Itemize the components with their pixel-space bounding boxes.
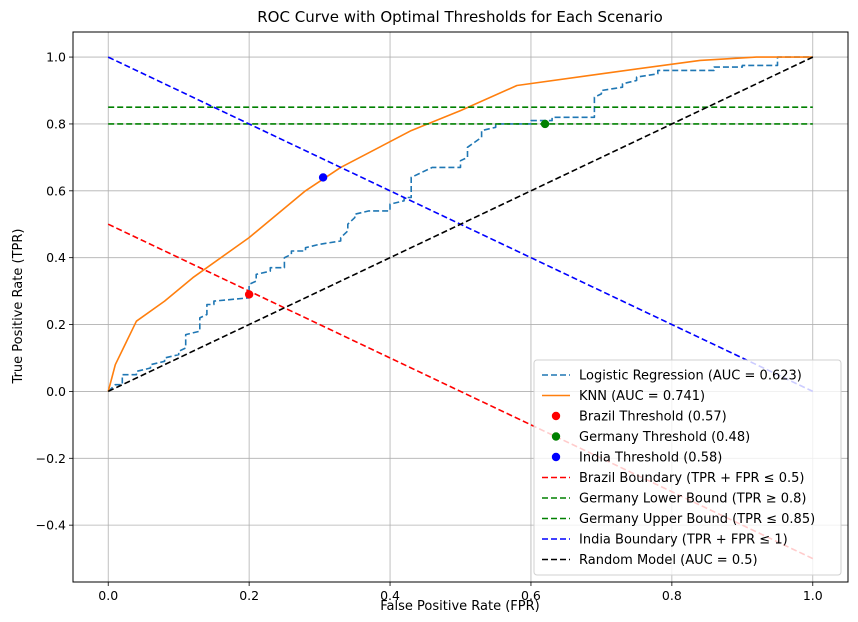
plot-frame [72,31,849,583]
chart-title: ROC Curve with Optimal Thresholds for Ea… [257,8,663,26]
legend-swatch-germany-threshold-0-48 [551,432,561,441]
x-tick-label: 1.0 [803,588,823,603]
x-tick-label: 0.4 [380,588,400,603]
y-axis-label: True Positive Rate (TPR) [11,229,26,385]
point-india-threshold-0-58 [318,173,328,182]
y-tick-label: −0.2 [36,451,66,466]
x-tick-label: 0.6 [521,588,541,603]
legend-label: Brazil Threshold (0.57) [579,410,727,425]
legend-swatch-india-threshold-0-58 [551,452,561,462]
y-tick-label: 1.0 [46,50,66,65]
y-tick-label: 0.4 [46,250,66,265]
legend-swatch-brazil-threshold-0-57 [551,411,561,421]
legend-label: Logistic Regression (AUC = 0.623) [579,369,802,384]
series-line-logistic-regression-auc-0-623 [107,56,813,392]
legend-label: Germany Threshold (0.48) [579,430,750,445]
legend-label: Germany Lower Bound (TPR ≥ 0.8) [579,492,806,507]
legend-label: Germany Upper Bound (TPR ≤ 0.85) [579,512,815,527]
series-line-random-model-auc-0-5 [107,56,814,393]
legend-label: KNN (AUC = 0.741) [579,389,705,404]
legend-box [533,359,842,576]
x-axis-label: False Positive Rate (FPR) [380,599,539,614]
axis-ticks: 0.0 0.2 0.4 0.6 0.8 1.0 −0.4 −0.2 0.0 0.2 0.4 0.6 0.… [36,50,823,603]
y-tick-label: 0.8 [46,116,66,131]
x-tick-label: 0.2 [239,588,259,603]
x-tick-label: 0.0 [98,588,118,603]
x-tick-label: 0.8 [662,588,682,603]
y-tick-label: −0.4 [36,518,66,533]
legend-label: Random Model (AUC = 0.5) [579,553,758,568]
legend-label: Brazil Boundary (TPR + FPR ≤ 0.5) [579,471,804,486]
point-germany-threshold-0-48 [540,119,550,129]
y-tick-label: 0.2 [46,317,66,332]
legend: Logistic Regression (AUC = 0.623) KNN (AU… [533,359,842,576]
legend-label: India Threshold (0.58) [579,451,722,466]
point-brazil-threshold-0-57 [244,290,254,299]
legend-label: India Boundary (TPR + FPR ≤ 1) [579,533,788,548]
y-tick-label: 0.0 [46,384,66,399]
y-tick-label: 0.6 [46,183,66,198]
